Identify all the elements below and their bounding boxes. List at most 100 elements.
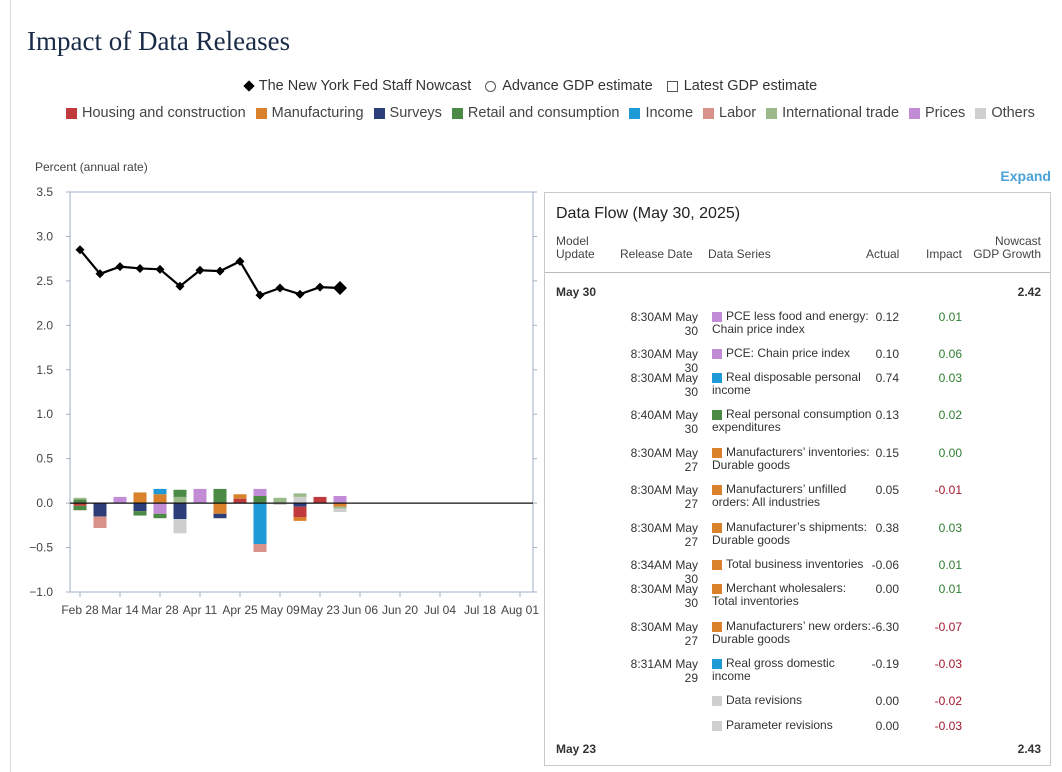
x-tick-label: Feb 28	[61, 603, 99, 617]
impact-bar-segment	[173, 496, 187, 504]
header-model-update: Model Update	[556, 235, 595, 261]
group-date: May 30	[556, 285, 597, 299]
impact-bar-segment	[213, 503, 227, 514]
x-tick-label: Jul 04	[424, 603, 456, 617]
impact-bar-segment	[153, 503, 167, 514]
impact-bar-segment	[153, 494, 167, 504]
impact-bar-segment	[233, 498, 247, 504]
legend-latest-gdp[interactable]: Latest GDP estimate	[666, 78, 817, 94]
impact-bar-segment	[173, 489, 187, 497]
legend-swatch	[703, 107, 715, 119]
series-swatch	[712, 696, 722, 706]
impact-bar-segment	[333, 508, 347, 512]
impact-bar-segment	[193, 488, 207, 504]
impact-value: 0.03	[938, 521, 962, 535]
x-tick-label: Apr 25	[222, 603, 258, 617]
group-date: May 23	[556, 742, 597, 756]
impact-bar-segment	[293, 517, 307, 521]
impact-bar-segment	[73, 505, 87, 511]
legend-label: Labor	[719, 105, 757, 121]
y-tick-label: 1.0	[36, 407, 53, 421]
nowcast-point	[155, 264, 165, 274]
data-series: Manufacturers’ inventories: Durable good…	[712, 445, 870, 472]
impact-bar-segment	[253, 496, 267, 504]
left-frame-border	[10, 0, 11, 772]
legend-item[interactable]: Housing and construction	[66, 105, 246, 121]
impact-value: 0.01	[938, 582, 962, 596]
legend-nowcast[interactable]: The New York Fed Staff Nowcast	[243, 78, 472, 94]
y-tick-label: 2.0	[36, 318, 53, 332]
legend-item[interactable]: Prices	[909, 105, 965, 121]
nowcast-point	[75, 245, 85, 255]
impact-bar-segment	[213, 488, 227, 504]
impact-bar-segment	[133, 503, 147, 512]
actual-value: 0.15	[875, 446, 899, 460]
x-tick-label: Aug 01	[501, 603, 539, 617]
impact-bar-segment	[333, 506, 347, 509]
legend-advance-gdp[interactable]: Advance GDP estimate	[485, 78, 653, 94]
release-date: 8:30AM May 27	[630, 483, 698, 511]
data-series: Manufacturers’ unfilled orders: All indu…	[712, 482, 847, 509]
nowcast-point	[315, 282, 325, 292]
release-date: 8:40AM May 30	[630, 408, 698, 436]
impact-bar-segment	[273, 503, 287, 505]
header-text: Nowcast	[994, 234, 1041, 248]
y-tick-label: 3.5	[36, 185, 53, 199]
data-series: Manufacturers’ new orders: Durable goods	[712, 619, 871, 646]
actual-value: 0.00	[875, 694, 899, 708]
impact-bar-segment	[73, 499, 87, 504]
legend-item[interactable]: Surveys	[373, 105, 442, 121]
marker-legend: The New York Fed Staff Nowcast Advance G…	[0, 78, 1062, 94]
impact-value: -0.02	[934, 694, 962, 708]
expand-button[interactable]: Expand	[1000, 168, 1051, 184]
x-tick-label: Apr 11	[183, 603, 218, 617]
nowcast-point-latest	[333, 281, 347, 295]
series-swatch	[712, 373, 722, 383]
series-swatch	[712, 485, 722, 495]
release-date: 8:30AM May 30	[630, 347, 698, 375]
impact-bar-segment	[293, 503, 307, 507]
series-swatch	[712, 448, 722, 458]
data-series: Data revisions	[726, 693, 803, 707]
impact-bar-segment	[173, 503, 187, 520]
series-swatch	[712, 349, 722, 359]
y-tick-label: 1.5	[36, 363, 53, 377]
y-tick-label: 0.5	[36, 452, 53, 466]
series-swatch	[712, 410, 722, 420]
legend-item[interactable]: Labor	[703, 105, 756, 121]
impact-bar-segment	[293, 493, 307, 497]
impact-bar-segment	[93, 516, 107, 528]
header-text: Update	[556, 247, 595, 261]
impact-bar-segment	[333, 503, 347, 507]
group-growth: 2.43	[1017, 742, 1041, 756]
data-series: Real personal consumption expenditures	[712, 407, 872, 434]
impact-value: 0.00	[938, 446, 962, 460]
impact-bar-segment	[253, 503, 267, 544]
y-axis-label: Percent (annual rate)	[35, 160, 148, 174]
legend-label: Retail and consumption	[467, 105, 620, 121]
release-date: 8:30AM May 27	[630, 620, 698, 648]
legend-item[interactable]: Retail and consumption	[451, 105, 620, 121]
legend-label: The New York Fed Staff Nowcast	[258, 78, 472, 94]
impact-bar-segment	[153, 513, 167, 519]
actual-value: 0.13	[875, 408, 899, 422]
x-tick-label: Jun 06	[342, 603, 378, 617]
impact-bar-segment	[333, 496, 347, 504]
data-series: PCE: Chain price index	[726, 346, 851, 360]
impact-bar-segment	[213, 513, 227, 519]
legend-swatch	[66, 107, 77, 119]
legend-item[interactable]: Manufacturing	[255, 105, 364, 121]
release-date: 8:30AM May 27	[630, 446, 698, 474]
actual-value: 0.12	[875, 310, 899, 324]
page-title: Impact of Data Releases	[27, 26, 291, 56]
series-swatch	[712, 659, 722, 669]
release-date: 8:30AM May 27	[630, 521, 698, 549]
release-date: 8:34AM May 30	[630, 558, 698, 586]
group-growth: 2.42	[1017, 285, 1041, 299]
series-swatch	[712, 560, 722, 570]
legend-item[interactable]: International trade	[766, 105, 899, 121]
data-series: Manufacturer’s shipments: Durable goods	[712, 520, 867, 547]
legend-item[interactable]: Others	[975, 105, 1035, 121]
legend-item[interactable]: Income	[629, 105, 693, 121]
actual-value: 0.38	[875, 521, 899, 535]
